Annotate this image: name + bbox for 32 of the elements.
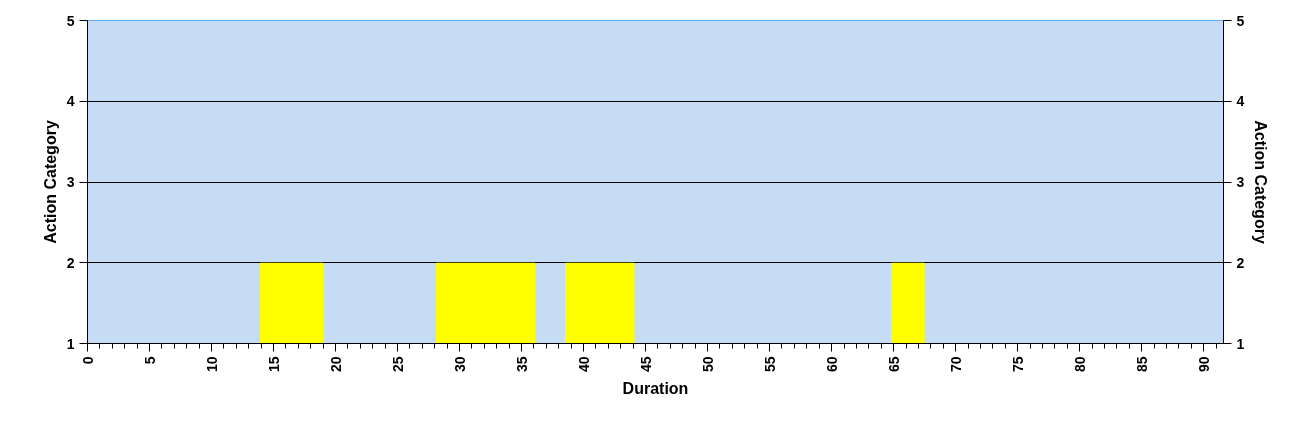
x-tick-label: 70 (947, 356, 964, 373)
x-tick-label: 15 (265, 356, 282, 373)
x-tick-label: 50 (699, 356, 716, 373)
y-tick-label: 1 (66, 335, 75, 352)
x-tick-label: 90 (1195, 356, 1212, 373)
x-tick-label: 85 (1133, 356, 1150, 373)
x-tick-label: 75 (1009, 356, 1026, 373)
x-tick-label: 30 (451, 356, 468, 373)
y-tick-label: 4 (66, 93, 75, 110)
x-tick-label: 40 (575, 356, 592, 373)
x-tick-label: 5 (141, 356, 158, 365)
y-axis-title: Action Category (41, 120, 59, 244)
y2-axis-title: Action Category (1252, 120, 1270, 244)
y-tick-label: 5 (66, 12, 75, 29)
y2-tick-label: 1 (1236, 335, 1245, 352)
y-tick-label: 3 (66, 174, 75, 190)
x-tick-label: 20 (327, 356, 344, 373)
x-tick-label: 0 (79, 356, 96, 365)
x-tick-label: 60 (823, 356, 840, 373)
y2-tick-label: 3 (1236, 174, 1245, 190)
y2-tick-label: 4 (1236, 93, 1245, 110)
x-tick-label: 45 (637, 356, 654, 373)
x-tick-label: 55 (761, 356, 778, 373)
y2-tick-label: 2 (1236, 254, 1245, 271)
y2-tick-label: 5 (1236, 12, 1245, 29)
x-tick-label: 10 (203, 356, 220, 373)
x-tick-label: 35 (513, 356, 530, 373)
y-tick-label: 2 (66, 254, 75, 271)
x-tick-label: 65 (885, 356, 902, 373)
x-tick-label: 80 (1071, 356, 1088, 373)
x-tick-label: 25 (389, 356, 406, 373)
x-axis-title: Duration (622, 380, 689, 398)
